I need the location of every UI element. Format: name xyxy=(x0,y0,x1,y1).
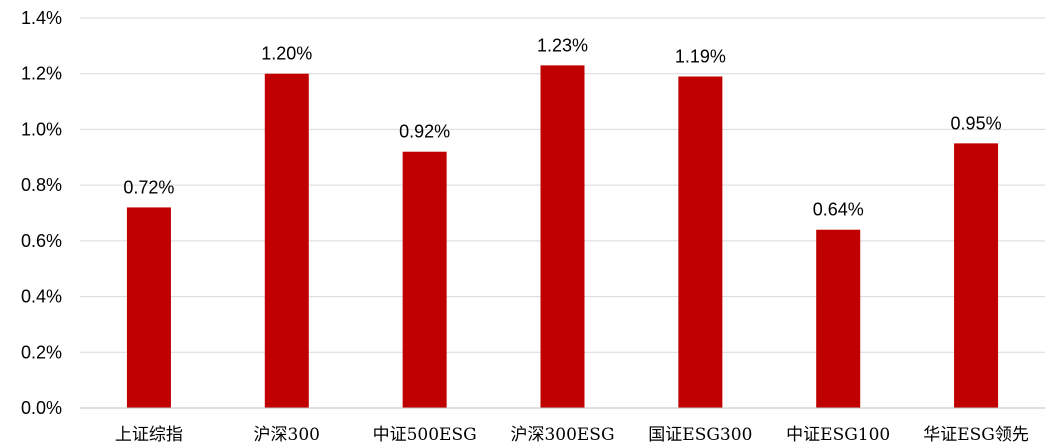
x-category-label: 沪深300 xyxy=(254,425,320,445)
y-tick-label: 0.8% xyxy=(21,175,62,195)
x-category-label: 上证综指 xyxy=(115,425,183,445)
data-labels: 0.72% 1.20% 0.92% 1.23% 1.19% 0.64% 0.95% xyxy=(123,35,1001,219)
y-axis-tick-labels: 0.0% 0.2% 0.4% 0.6% 0.8% 1.0% 1.2% 1.4% xyxy=(21,8,62,418)
x-axis-category-labels: 上证综指 沪深300 中证500ESG 沪深300ESG 国证ESG300 中证ESG10… xyxy=(115,425,1029,445)
data-label: 1.20% xyxy=(261,44,312,64)
data-label: 0.95% xyxy=(951,113,1002,133)
data-label: 1.19% xyxy=(675,47,726,67)
bar xyxy=(540,65,585,408)
x-category-label: 中证ESG100 xyxy=(786,425,890,445)
bars xyxy=(126,65,999,408)
y-tick-label: 0.6% xyxy=(21,231,62,251)
bar xyxy=(402,151,447,408)
bar xyxy=(678,76,723,408)
bar xyxy=(954,143,999,408)
x-category-label: 沪深300ESG xyxy=(510,425,614,445)
y-tick-label: 0.4% xyxy=(21,287,62,307)
y-tick-label: 0.0% xyxy=(21,398,62,418)
bar xyxy=(126,207,171,408)
y-tick-label: 0.2% xyxy=(21,342,62,362)
data-label: 1.23% xyxy=(537,35,588,55)
bar xyxy=(816,229,861,408)
x-category-label: 国证ESG300 xyxy=(648,425,752,445)
x-category-label: 华证ESG领先 xyxy=(923,425,1029,445)
data-label: 0.92% xyxy=(399,122,450,142)
y-tick-label: 1.4% xyxy=(21,8,62,28)
data-label: 0.72% xyxy=(123,177,174,197)
x-category-label: 中证500ESG xyxy=(373,425,477,445)
y-tick-label: 1.2% xyxy=(21,64,62,84)
y-tick-label: 1.0% xyxy=(21,119,62,139)
bar xyxy=(264,73,309,408)
data-label: 0.64% xyxy=(813,200,864,220)
